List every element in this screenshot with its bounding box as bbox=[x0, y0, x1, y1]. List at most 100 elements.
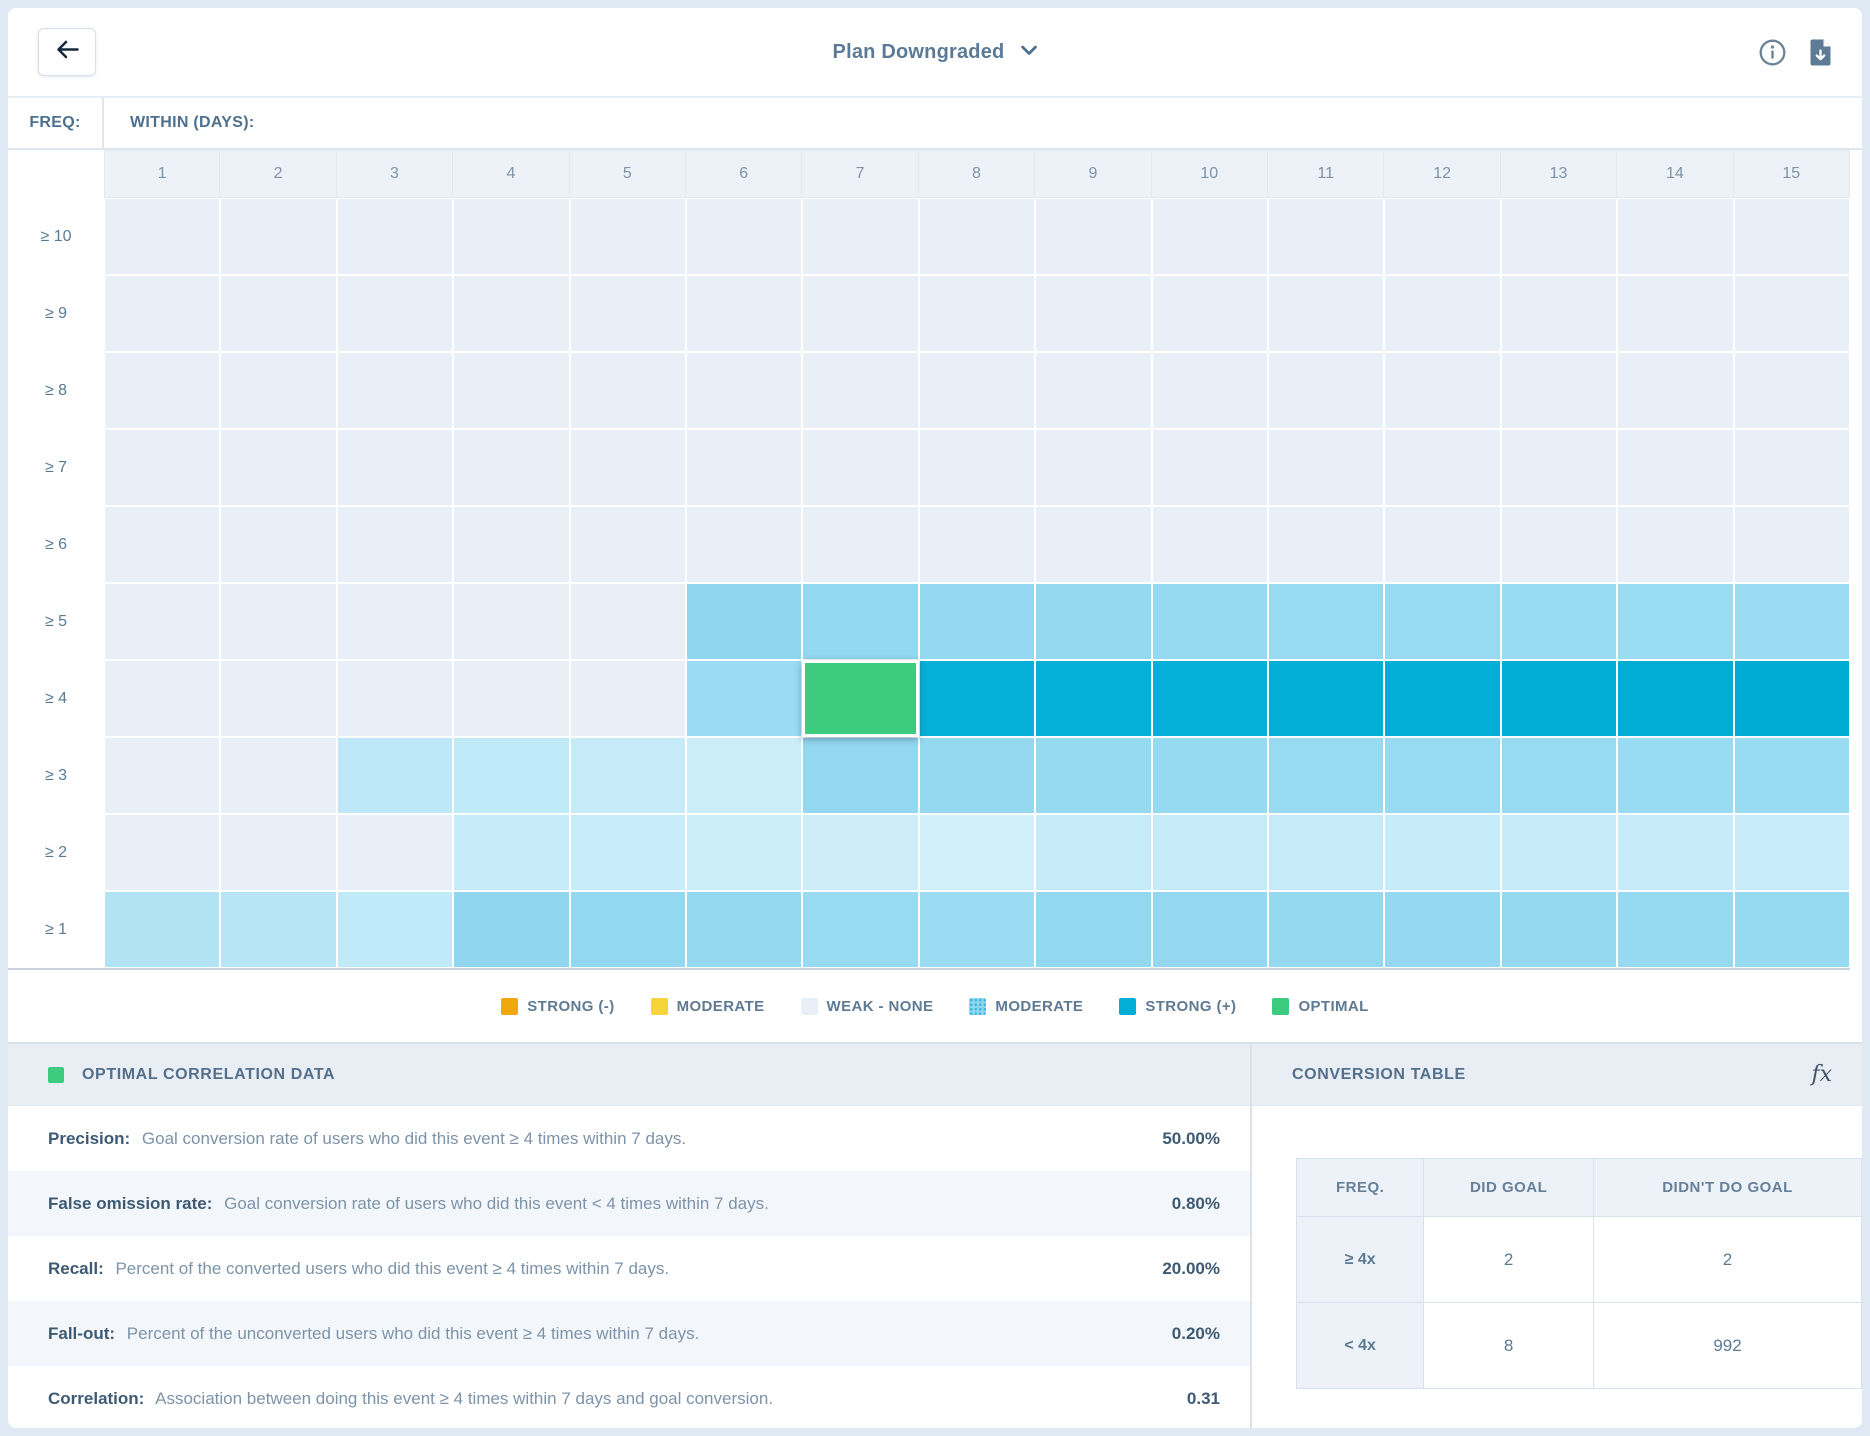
heatmap-cell[interactable] bbox=[104, 891, 221, 968]
heatmap-cell[interactable] bbox=[1384, 660, 1501, 737]
info-icon[interactable] bbox=[1758, 38, 1787, 67]
heatmap-cell[interactable] bbox=[569, 352, 686, 429]
heatmap-cell[interactable] bbox=[220, 737, 337, 814]
download-export-icon[interactable] bbox=[1809, 38, 1832, 67]
heatmap-cell[interactable] bbox=[1500, 737, 1618, 814]
heatmap-cell[interactable] bbox=[104, 275, 221, 352]
heatmap-cell[interactable] bbox=[453, 275, 570, 352]
heatmap-cell[interactable] bbox=[686, 737, 803, 814]
heatmap-cell[interactable] bbox=[569, 583, 686, 660]
heatmap-cell[interactable] bbox=[1617, 506, 1734, 583]
heatmap-cell[interactable] bbox=[1268, 814, 1385, 891]
heatmap-cell[interactable] bbox=[336, 275, 454, 352]
heatmap-cell[interactable] bbox=[918, 737, 1036, 814]
heatmap-cell[interactable] bbox=[104, 198, 221, 275]
heatmap-cell[interactable] bbox=[1733, 506, 1850, 583]
event-selector-dropdown[interactable]: Plan Downgraded bbox=[833, 41, 1038, 64]
heatmap-cell[interactable] bbox=[1384, 275, 1501, 352]
heatmap-cell[interactable] bbox=[1617, 429, 1734, 506]
heatmap-cell[interactable] bbox=[220, 814, 337, 891]
heatmap-cell[interactable] bbox=[1617, 737, 1734, 814]
heatmap-cell[interactable] bbox=[1035, 352, 1152, 429]
heatmap-cell[interactable] bbox=[802, 737, 919, 814]
heatmap-cell[interactable] bbox=[453, 660, 570, 737]
heatmap-cell[interactable] bbox=[1733, 429, 1850, 506]
heatmap-cell[interactable] bbox=[1617, 660, 1734, 737]
heatmap-cell[interactable] bbox=[1733, 814, 1850, 891]
heatmap-cell[interactable] bbox=[802, 891, 919, 968]
formula-fx-icon[interactable]: fx bbox=[1811, 1062, 1832, 1087]
heatmap-cell[interactable] bbox=[1617, 352, 1734, 429]
heatmap-cell[interactable] bbox=[1268, 198, 1385, 275]
heatmap-cell[interactable] bbox=[1151, 429, 1268, 506]
heatmap-cell[interactable] bbox=[686, 583, 803, 660]
heatmap-cell[interactable] bbox=[1384, 506, 1501, 583]
heatmap-cell[interactable] bbox=[1035, 506, 1152, 583]
heatmap-cell[interactable] bbox=[1500, 583, 1618, 660]
heatmap-cell[interactable] bbox=[1617, 583, 1734, 660]
heatmap-cell[interactable] bbox=[220, 429, 337, 506]
heatmap-cell[interactable] bbox=[1384, 891, 1501, 968]
heatmap-cell[interactable] bbox=[569, 814, 686, 891]
heatmap-cell[interactable] bbox=[1500, 429, 1618, 506]
heatmap-cell[interactable] bbox=[1268, 660, 1385, 737]
heatmap-cell[interactable] bbox=[1384, 352, 1501, 429]
heatmap-cell[interactable] bbox=[104, 660, 221, 737]
heatmap-cell[interactable] bbox=[1384, 737, 1501, 814]
heatmap-cell[interactable] bbox=[1268, 506, 1385, 583]
heatmap-cell[interactable] bbox=[802, 352, 919, 429]
heatmap-cell[interactable] bbox=[104, 429, 221, 506]
heatmap-cell[interactable] bbox=[918, 891, 1036, 968]
heatmap-cell[interactable] bbox=[1268, 583, 1385, 660]
heatmap-cell[interactable] bbox=[802, 506, 919, 583]
heatmap-cell[interactable] bbox=[1268, 891, 1385, 968]
heatmap-cell[interactable] bbox=[686, 198, 803, 275]
heatmap-cell[interactable] bbox=[686, 814, 803, 891]
heatmap-cell[interactable] bbox=[569, 429, 686, 506]
heatmap-cell[interactable] bbox=[1035, 814, 1152, 891]
heatmap-cell[interactable] bbox=[104, 814, 221, 891]
heatmap-cell[interactable] bbox=[569, 891, 686, 968]
heatmap-cell[interactable] bbox=[1151, 891, 1268, 968]
heatmap-cell[interactable] bbox=[336, 506, 454, 583]
heatmap-cell[interactable] bbox=[569, 660, 686, 737]
heatmap-cell[interactable] bbox=[569, 506, 686, 583]
heatmap-cell[interactable] bbox=[1617, 198, 1734, 275]
heatmap-cell[interactable] bbox=[1151, 506, 1268, 583]
heatmap-cell[interactable] bbox=[1617, 275, 1734, 352]
heatmap-cell[interactable] bbox=[802, 814, 919, 891]
heatmap-cell[interactable] bbox=[1268, 429, 1385, 506]
heatmap-cell[interactable] bbox=[802, 275, 919, 352]
heatmap-cell[interactable] bbox=[104, 506, 221, 583]
heatmap-cell[interactable] bbox=[453, 814, 570, 891]
heatmap-cell[interactable] bbox=[802, 583, 919, 660]
heatmap-cell[interactable] bbox=[1733, 737, 1850, 814]
heatmap-cell[interactable] bbox=[220, 352, 337, 429]
heatmap-cell[interactable] bbox=[336, 660, 454, 737]
heatmap-cell[interactable] bbox=[220, 660, 337, 737]
heatmap-cell[interactable] bbox=[1151, 814, 1268, 891]
heatmap-cell[interactable] bbox=[686, 352, 803, 429]
heatmap-cell[interactable] bbox=[1733, 198, 1850, 275]
heatmap-cell[interactable] bbox=[453, 198, 570, 275]
heatmap-cell[interactable] bbox=[220, 275, 337, 352]
heatmap-cell[interactable] bbox=[1151, 198, 1268, 275]
heatmap-cell[interactable] bbox=[918, 660, 1036, 737]
heatmap-cell[interactable] bbox=[686, 429, 803, 506]
heatmap-cell[interactable] bbox=[1384, 429, 1501, 506]
heatmap-cell[interactable] bbox=[1500, 198, 1618, 275]
heatmap-cell[interactable] bbox=[1151, 352, 1268, 429]
heatmap-cell[interactable] bbox=[1384, 583, 1501, 660]
heatmap-cell[interactable] bbox=[918, 506, 1036, 583]
heatmap-cell[interactable] bbox=[453, 583, 570, 660]
heatmap-cell[interactable] bbox=[802, 198, 919, 275]
heatmap-cell[interactable] bbox=[1500, 814, 1618, 891]
heatmap-cell[interactable] bbox=[569, 198, 686, 275]
back-button[interactable] bbox=[38, 28, 96, 76]
heatmap-cell[interactable] bbox=[336, 352, 454, 429]
heatmap-cell[interactable] bbox=[453, 737, 570, 814]
heatmap-cell[interactable] bbox=[1151, 275, 1268, 352]
heatmap-cell[interactable] bbox=[1733, 275, 1850, 352]
heatmap-cell[interactable] bbox=[336, 429, 454, 506]
heatmap-cell[interactable] bbox=[220, 506, 337, 583]
